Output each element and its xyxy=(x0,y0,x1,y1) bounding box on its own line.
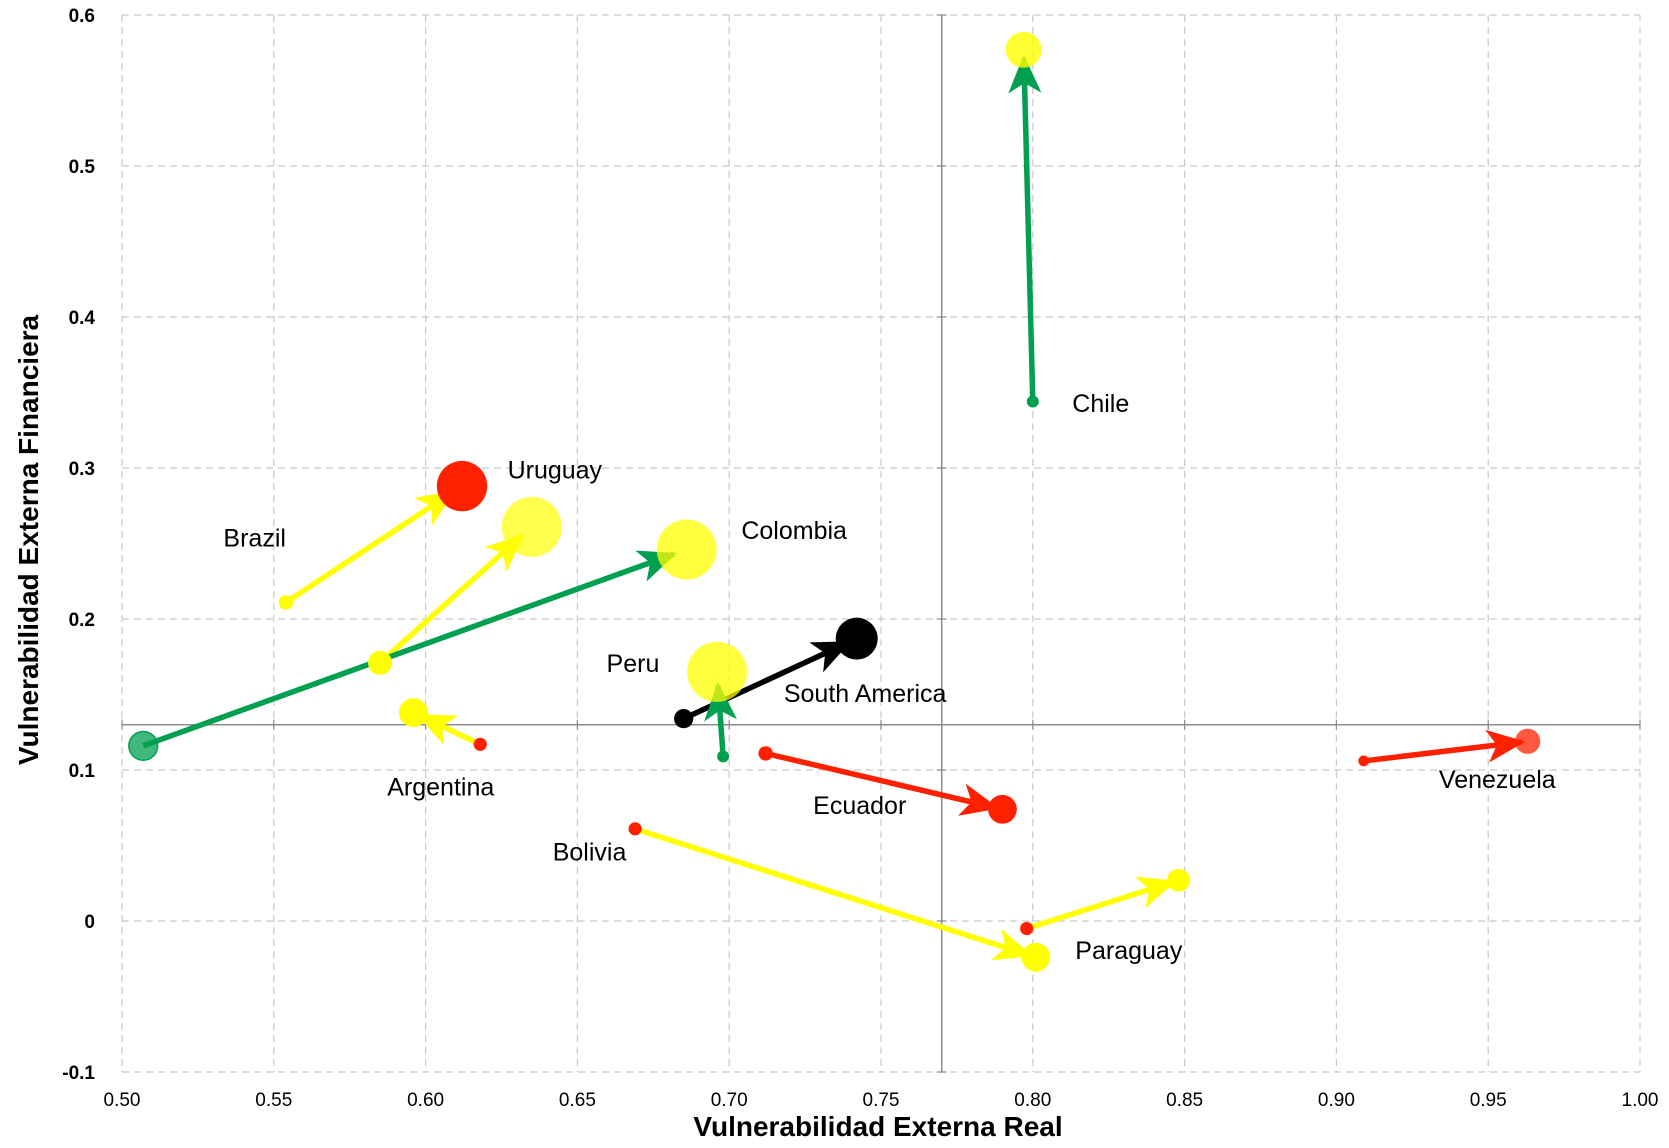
y-tick-label: -0.1 xyxy=(62,1063,95,1084)
arrow-venezuela xyxy=(1363,729,1526,764)
label-venezuela: Venezuela xyxy=(1439,766,1556,794)
start-point-colombia xyxy=(128,730,159,761)
arrow-paraguay xyxy=(1025,876,1177,932)
x-tick-label: 0.75 xyxy=(863,1090,900,1111)
x-tick-label: 0.60 xyxy=(407,1090,444,1111)
y-tick-label: 0.4 xyxy=(69,308,96,329)
start-point-paraguay xyxy=(1020,921,1034,936)
label-uruguay: Uruguay xyxy=(508,457,603,485)
start-point-peru xyxy=(717,750,730,763)
y-axis-title: Vulnerabilidad Externa Financiera xyxy=(13,314,44,765)
end-point-colombia xyxy=(656,519,717,580)
arrows xyxy=(142,54,1526,961)
y-tick-label: 0 xyxy=(84,912,95,933)
x-tick-label: 0.95 xyxy=(1470,1090,1507,1111)
label-colombia: Colombia xyxy=(741,517,847,545)
x-tick-label: 0.50 xyxy=(104,1090,141,1111)
arrow-colombia xyxy=(142,550,678,749)
start-point-chile xyxy=(1026,395,1039,408)
label-south-america: South America xyxy=(784,680,947,708)
tick-labels: 0.50 0.55 0.60 0.65 0.70 0.75 0.80 0.85 0.90 0.95… xyxy=(62,6,1658,1111)
arrow-ecuador xyxy=(765,750,1000,816)
end-point-peru xyxy=(687,641,748,702)
x-axis-title: Vulnerabilidad Externa Real xyxy=(693,1111,1062,1142)
start-point-uruguay xyxy=(368,650,393,675)
arrow-bolivia xyxy=(634,826,1033,961)
reference-lines xyxy=(121,14,1641,1073)
label-chile: Chile xyxy=(1072,390,1129,418)
end-point-venezuela xyxy=(1515,728,1541,754)
label-brazil: Brazil xyxy=(223,525,286,553)
x-tick-label: 0.85 xyxy=(1166,1090,1203,1111)
y-tick-label: 0.5 xyxy=(69,157,96,178)
label-bolivia: Bolivia xyxy=(553,839,627,867)
start-point-ecuador xyxy=(758,746,773,761)
label-paraguay: Paraguay xyxy=(1075,937,1183,965)
end-point-argentina xyxy=(399,698,428,728)
label-argentina: Argentina xyxy=(387,774,494,802)
label-peru: Peru xyxy=(607,650,660,678)
y-tick-label: 0.1 xyxy=(69,761,96,782)
start-point-argentina xyxy=(473,737,487,751)
arrow-chile xyxy=(1008,54,1042,402)
end-point-brazil xyxy=(436,460,488,512)
arrow-uruguay xyxy=(378,533,525,665)
country-labels: Chile Uruguay Brazil Colombia Peru South Amer… xyxy=(223,390,1555,965)
end-point-chile xyxy=(1005,31,1042,68)
x-tick-label: 1.00 xyxy=(1622,1090,1659,1111)
x-tick-label: 0.80 xyxy=(1014,1090,1051,1111)
y-tick-label: 0.6 xyxy=(69,6,95,27)
end-point-ecuador xyxy=(988,794,1017,824)
end-point-paraguay xyxy=(1167,868,1190,892)
end-point-south-america xyxy=(835,617,878,660)
end-point-bolivia xyxy=(1021,942,1051,972)
grid xyxy=(121,14,1641,1073)
start-point-brazil xyxy=(278,595,294,610)
x-tick-label: 0.55 xyxy=(255,1090,292,1111)
x-tick-label: 0.70 xyxy=(711,1090,748,1111)
y-tick-label: 0.2 xyxy=(69,610,95,631)
x-tick-label: 0.65 xyxy=(559,1090,596,1111)
arrow-brazil xyxy=(284,490,456,605)
y-tick-label: 0.3 xyxy=(69,459,95,480)
start-point-south-america xyxy=(674,709,694,729)
start-point-venezuela xyxy=(1358,755,1370,767)
start-point-bolivia xyxy=(628,822,642,836)
label-ecuador: Ecuador xyxy=(813,792,906,820)
x-tick-label: 0.90 xyxy=(1318,1090,1355,1111)
end-point-uruguay xyxy=(501,496,562,557)
arrow-argentina xyxy=(416,712,482,747)
points xyxy=(128,31,1541,972)
